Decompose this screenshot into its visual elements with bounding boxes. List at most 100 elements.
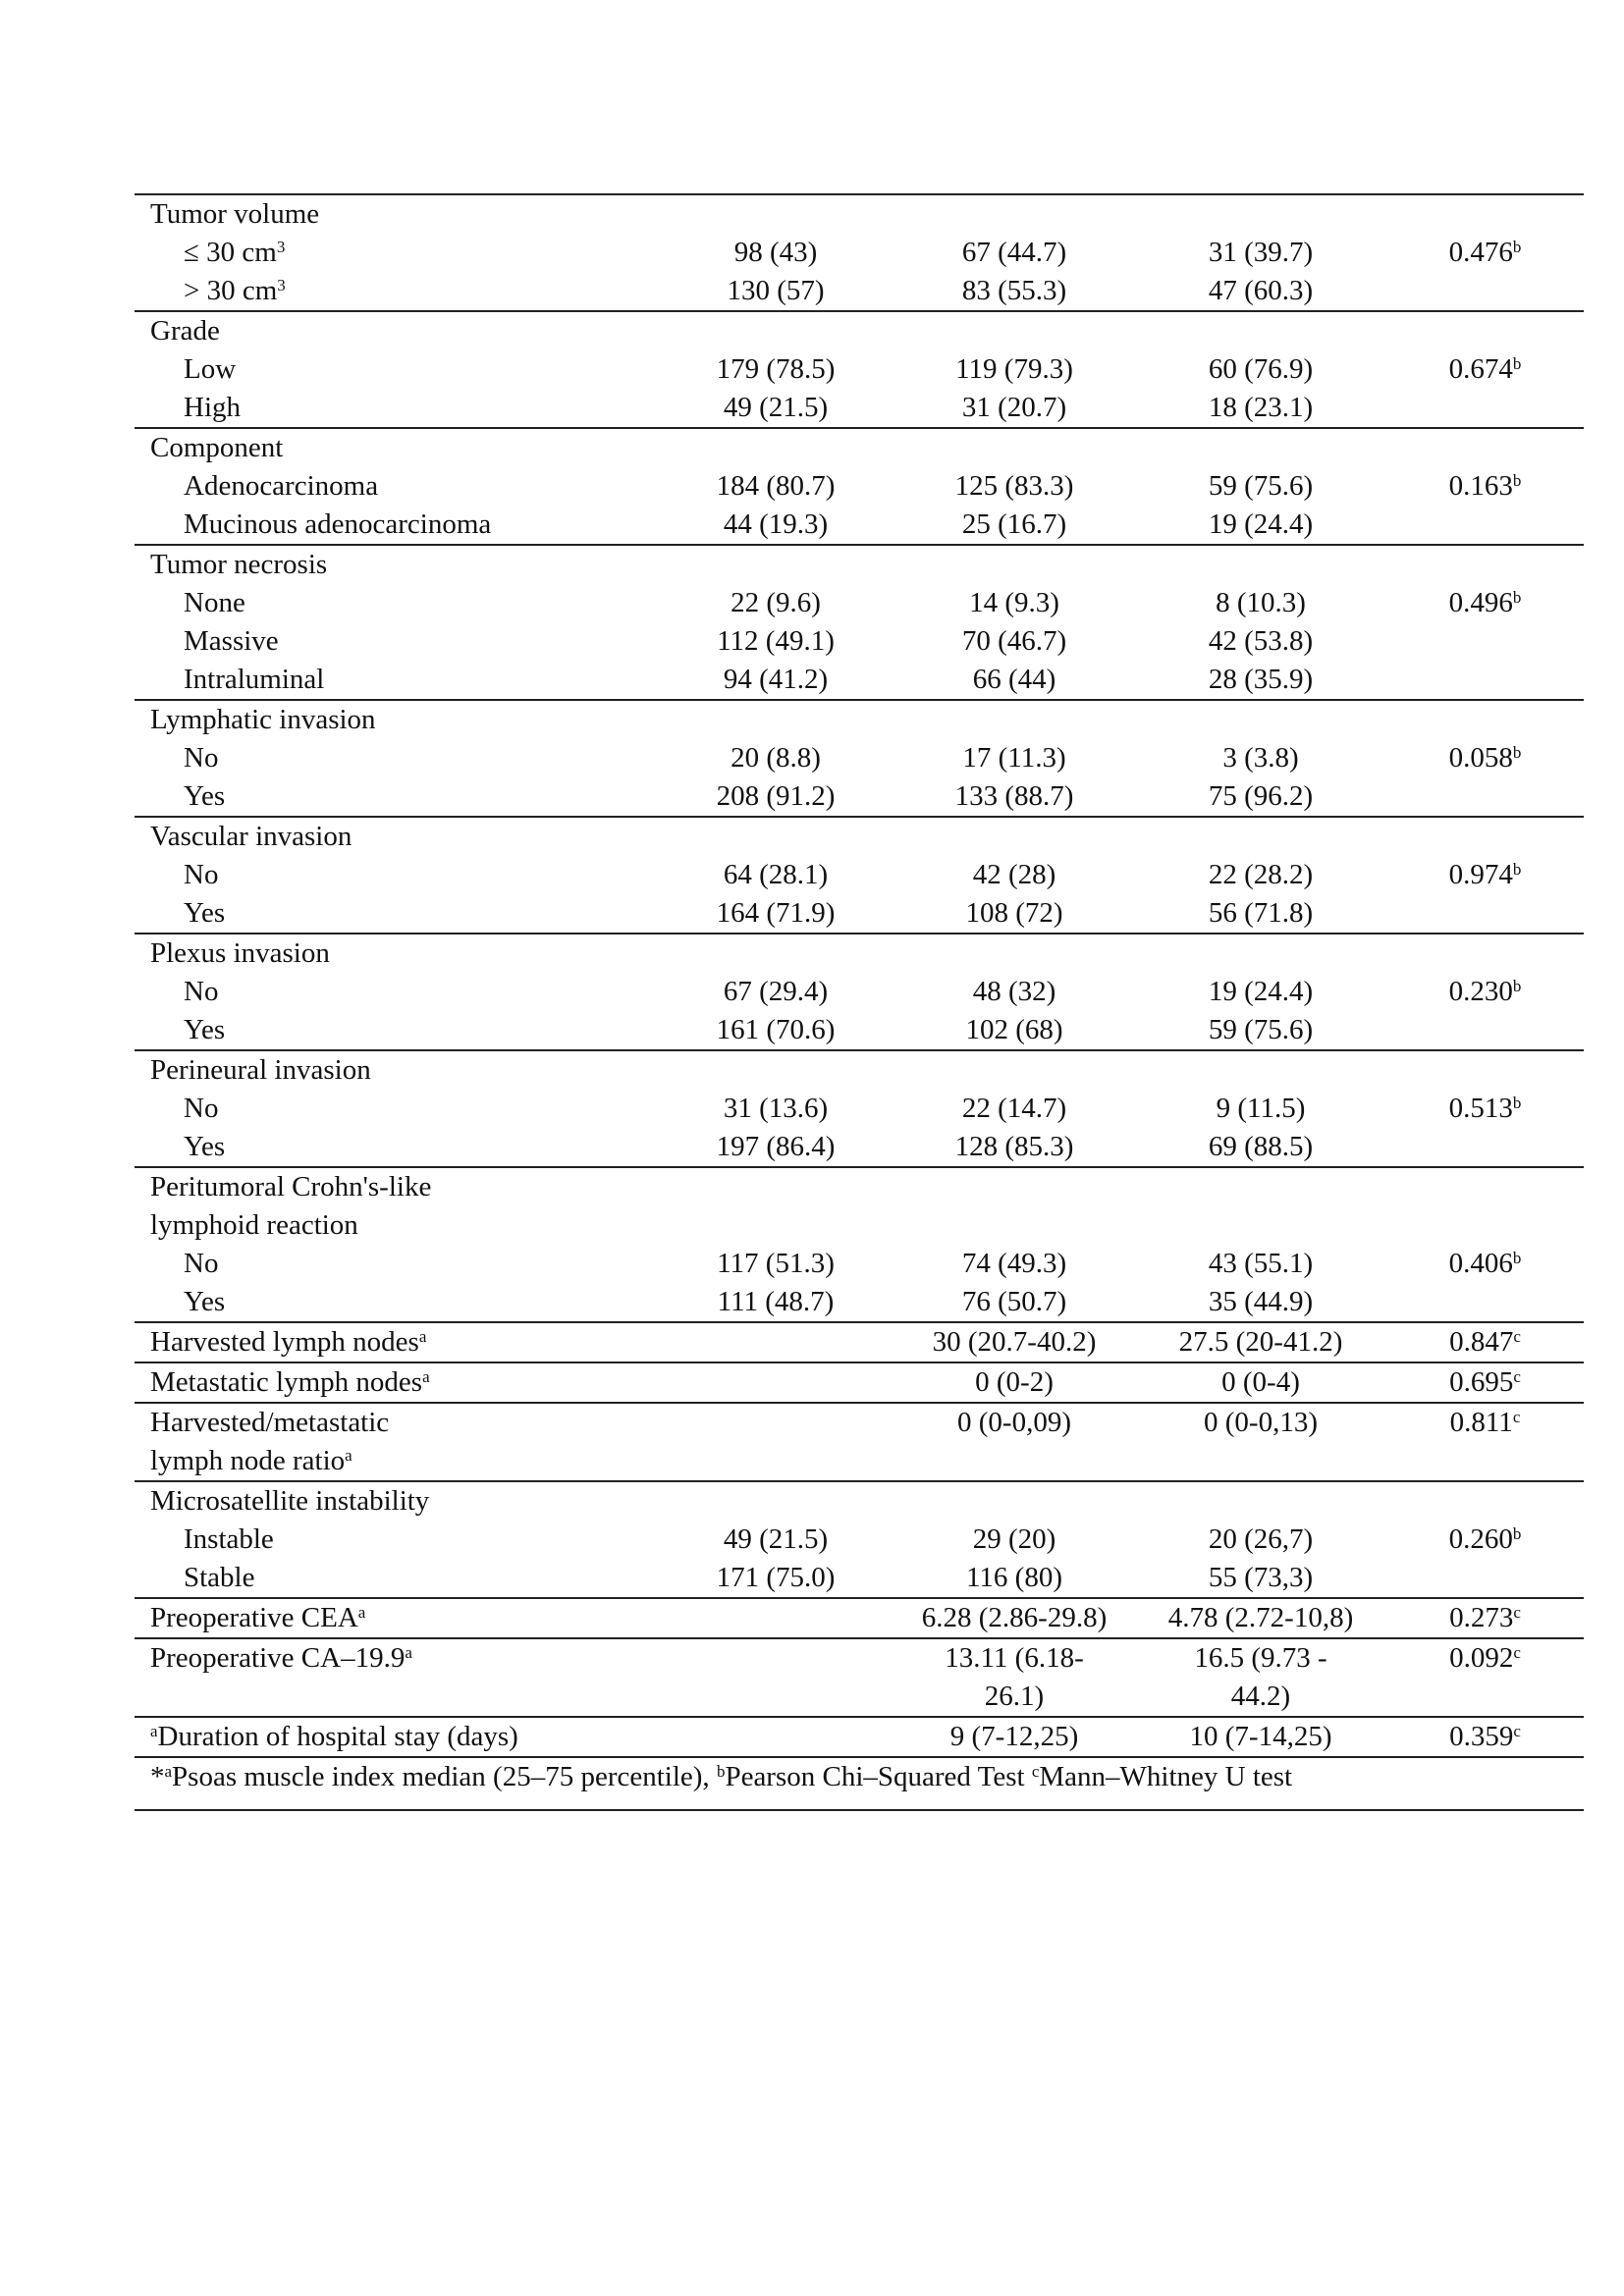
table-row: No 117 (51.3) 74 (49.3) 43 (55.1) 0.406b: [135, 1245, 1584, 1283]
p-value-cell: 0.695c: [1386, 1362, 1584, 1403]
table-row-group-header: aDuration of hospital stay (days) 9 (7-12…: [135, 1716, 1584, 1757]
value-cell-c3: 9 (11.5): [1135, 1090, 1386, 1128]
cell-value: 8 (10.3): [1216, 587, 1306, 618]
table-row: No 64 (28.1) 42 (28) 22 (28.2) 0.974b: [135, 856, 1584, 894]
value-cell-c3: [1135, 427, 1386, 467]
p-value-cell: [1386, 272, 1584, 311]
row-label-cell: > 30 cm3: [135, 272, 658, 311]
value-cell-c2: 0 (0-2): [893, 1362, 1135, 1403]
p-value-cell: [1386, 816, 1584, 856]
cell-value: 64 (28.1): [723, 859, 829, 890]
value-cell-c1: 161 (70.6): [658, 1011, 893, 1050]
value-cell-c3: 19 (24.4): [1135, 506, 1386, 545]
p-value-cell: 0.406b: [1386, 1245, 1584, 1283]
value-cell-c1: 64 (28.1): [658, 856, 893, 894]
value-cell-c3: 18 (23.1): [1135, 389, 1386, 428]
value-cell-c2: [893, 1166, 1135, 1245]
value-cell-c1: 98 (43): [658, 234, 893, 272]
value-cell-c2: 13.11 (6.18- 26.1): [893, 1637, 1135, 1717]
row-label-cell: ≤ 30 cm3: [135, 234, 658, 272]
cell-value: 44 (19.3): [723, 508, 829, 540]
row-label-cell: No: [135, 856, 658, 894]
cell-value: 49 (21.5): [723, 392, 829, 423]
cell-value: 20 (26,7): [1208, 1523, 1314, 1555]
footnote-text-a: Psoas muscle index median (25–75 percent…: [172, 1761, 717, 1792]
value-cell-c1: 94 (41.2): [658, 661, 893, 700]
row-label-cell: Metastatic lymph nodesa: [135, 1362, 658, 1403]
row-label-cell: Plexus invasion: [135, 933, 658, 973]
row-label-cell: Component: [135, 427, 658, 467]
p-value: 0.974: [1448, 859, 1513, 890]
row-label: Low: [184, 353, 237, 385]
value-cell-c1: [658, 1362, 893, 1403]
cell-value: 74 (49.3): [961, 1248, 1067, 1279]
value-cell-c1: [658, 933, 893, 973]
row-label: Vascular invasion: [150, 821, 352, 852]
cell-value: 70 (46.7): [961, 625, 1067, 657]
row-label-cell: Yes: [135, 1128, 658, 1167]
p-value: 0.058: [1448, 742, 1513, 774]
value-cell-c3: 3 (3.8): [1135, 739, 1386, 777]
table-row-group-header: Grade: [135, 310, 1584, 350]
p-value-cell: 0.513b: [1386, 1090, 1584, 1128]
value-cell-c1: 171 (75.0): [658, 1559, 893, 1598]
cell-value: 67 (29.4): [723, 976, 829, 1007]
cell-value: 66 (44): [972, 664, 1056, 695]
p-value-cell: [1386, 1128, 1584, 1167]
cell-value: 98 (43): [733, 237, 818, 268]
value-cell-c1: [658, 1480, 893, 1521]
table-row-group-header: Harvested lymph nodesa 30 (20.7-40.2) 27.5…: [135, 1321, 1584, 1362]
p-value: 0.406: [1448, 1248, 1513, 1279]
cell-value: 76 (50.7): [961, 1286, 1067, 1317]
value-cell-c3: 4.78 (2.72-10,8): [1135, 1597, 1386, 1638]
p-value: 0.847: [1449, 1326, 1514, 1358]
cell-value: 94 (41.2): [723, 664, 829, 695]
value-cell-c2: 67 (44.7): [893, 234, 1135, 272]
row-label: Grade: [150, 315, 220, 347]
row-label: High: [184, 392, 241, 423]
value-cell-c3: [1135, 1480, 1386, 1521]
cell-value: 55 (73,3): [1208, 1562, 1314, 1593]
cell-value: 22 (14.7): [961, 1093, 1067, 1124]
table-row-group-header: Perineural invasion: [135, 1049, 1584, 1090]
value-cell-c3: 43 (55.1): [1135, 1245, 1386, 1283]
row-label-cell: No: [135, 973, 658, 1011]
cell-value: 49 (21.5): [723, 1523, 829, 1555]
cell-value: 67 (44.7): [961, 237, 1067, 268]
value-cell-c2: 116 (80): [893, 1559, 1135, 1598]
cell-value: 0 (0-4): [1221, 1366, 1300, 1398]
row-label-cell: Low: [135, 350, 658, 389]
value-cell-c1: 67 (29.4): [658, 973, 893, 1011]
p-value-test-superscript: b: [1512, 860, 1522, 879]
row-label: Yes: [184, 1286, 226, 1317]
value-cell-c2: [893, 933, 1135, 973]
value-cell-c1: 164 (71.9): [658, 894, 893, 934]
value-cell-c1: 117 (51.3): [658, 1245, 893, 1283]
table-row-group-header: Harvested/metastatic lymph node ratioa 0 …: [135, 1402, 1584, 1481]
row-label-cell: High: [135, 389, 658, 428]
row-label-cell: No: [135, 1245, 658, 1283]
p-value: 0.230: [1448, 976, 1513, 1007]
label-superscript: a: [345, 1446, 352, 1465]
value-cell-c2: 66 (44): [893, 661, 1135, 700]
cell-value: 117 (51.3): [717, 1248, 835, 1279]
row-label: Stable: [184, 1562, 255, 1593]
value-cell-c1: [658, 1166, 893, 1245]
cell-value: 116 (80): [966, 1562, 1062, 1593]
row-label: Instable: [184, 1523, 274, 1555]
cell-value: 59 (75.6): [1208, 1014, 1314, 1045]
cell-value: 60 (76.9): [1208, 353, 1314, 385]
row-label-cell: aDuration of hospital stay (days): [135, 1716, 658, 1757]
p-value-cell: 0.058b: [1386, 739, 1584, 777]
p-value-cell: 0.496b: [1386, 584, 1584, 622]
row-label: Perineural invasion: [150, 1054, 371, 1086]
row-label-cell: Peritumoral Crohn's-like lymphoid reacti…: [135, 1166, 658, 1245]
cell-value: 164 (71.9): [716, 897, 836, 929]
p-value: 0.273: [1449, 1602, 1514, 1633]
cell-value: 6.28 (2.86-29.8): [921, 1602, 1108, 1633]
row-label: Massive: [184, 625, 279, 657]
row-label-cell: Instable: [135, 1521, 658, 1559]
table-row-group-header: Microsatellite instability: [135, 1480, 1584, 1521]
cell-value: 119 (79.3): [955, 353, 1073, 385]
table-row: No 31 (13.6) 22 (14.7) 9 (11.5) 0.513b: [135, 1090, 1584, 1128]
